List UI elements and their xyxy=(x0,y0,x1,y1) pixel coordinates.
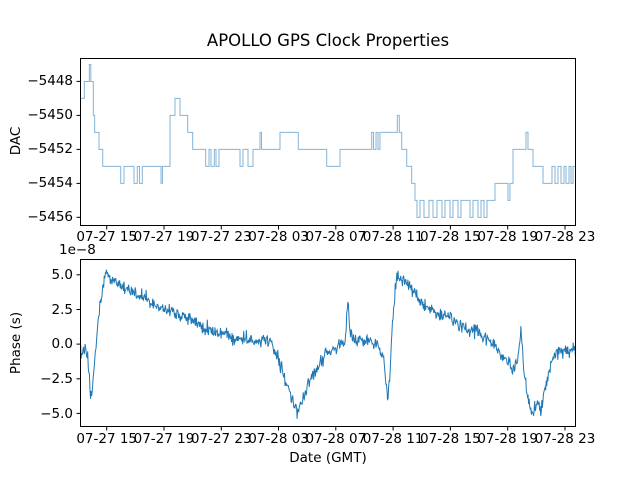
chart-title: APOLLO GPS Clock Properties xyxy=(206,31,450,50)
y-tick-label: 5.0 xyxy=(51,267,73,283)
y-tick-label: −5454 xyxy=(27,174,73,191)
x-tick-label: 07-28 23 xyxy=(534,229,596,246)
y-tick-label: 2.5 xyxy=(51,301,73,318)
y-tick-label: −5452 xyxy=(27,140,73,157)
x-tick-label: 07-27 23 xyxy=(190,229,252,246)
y-offset-multiplier-label: 1e−8 xyxy=(59,242,96,258)
x-tick-label: 07-28 03 xyxy=(248,229,309,246)
axes-spines xyxy=(80,57,576,226)
x-tick-label: 07-28 11 xyxy=(362,229,424,246)
x-tick-label: 07-27 19 xyxy=(133,229,195,246)
phase-plot-area xyxy=(76,259,576,431)
x-tick-label: 07-28 19 xyxy=(477,430,539,447)
y-tick-label: −5456 xyxy=(27,208,73,225)
x-tick-label: 07-28 15 xyxy=(420,430,481,447)
date-axis-label: Date (GMT) xyxy=(289,450,367,466)
x-tick-label: 07-27 19 xyxy=(133,430,195,447)
y-tick-label: −5450 xyxy=(27,107,73,123)
x-tick-label: 07-28 03 xyxy=(248,430,309,447)
x-tick-label: 07-28 07 xyxy=(305,229,367,246)
y-tick-label: −5448 xyxy=(27,73,73,90)
y-tick-label: 0.0 xyxy=(51,336,73,353)
x-tick-label: 07-28 07 xyxy=(305,430,367,447)
dac-step-line xyxy=(80,63,576,218)
y-tick-label: −5.0 xyxy=(40,405,73,422)
x-tick-label: 07-27 15 xyxy=(76,430,138,447)
phase-noisy-line xyxy=(80,269,576,420)
x-tick-label: 07-28 19 xyxy=(477,229,539,246)
x-tick-label: 07-27 23 xyxy=(190,430,252,447)
y-tick-label: −2.5 xyxy=(40,370,73,387)
x-tick-label: 07-27 15 xyxy=(76,229,138,246)
dac-plot-area xyxy=(76,57,576,230)
x-tick-label: 07-28 23 xyxy=(534,430,596,447)
x-tick-label: 07-28 11 xyxy=(362,430,424,447)
axes-spines xyxy=(80,259,576,428)
x-tick-label: 07-28 15 xyxy=(420,229,481,246)
